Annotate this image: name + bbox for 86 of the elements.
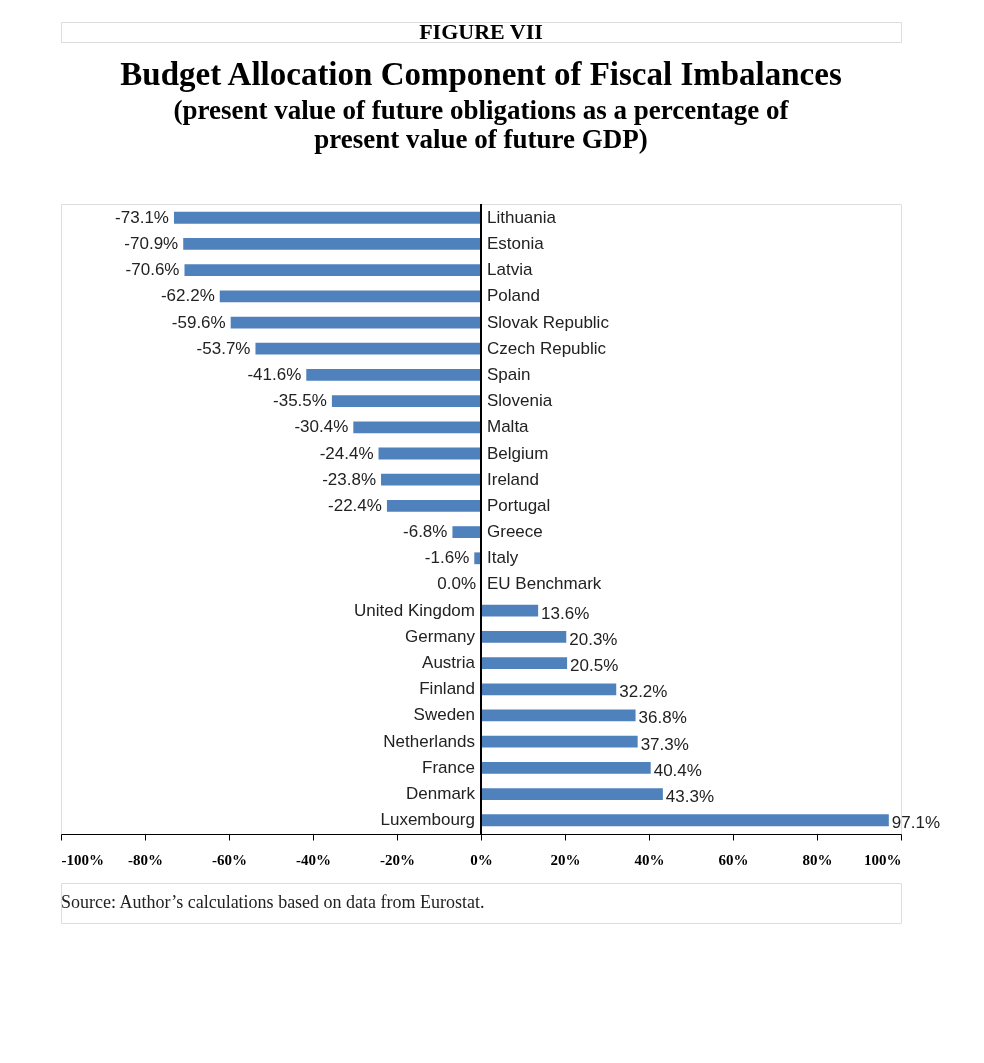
bar: [353, 421, 481, 434]
bar: [219, 290, 481, 303]
chart-subtitle: (present value of future obligations as a percentage of present value of future GDP): [173, 95, 790, 154]
bar: [173, 211, 481, 224]
y-tick-label: Denmark: [406, 784, 476, 804]
bar: [230, 316, 481, 329]
x-tick-label: 80%: [802, 851, 833, 868]
y-tick-label: Ireland: [487, 469, 539, 489]
y-tick-label: Estonia: [487, 233, 545, 253]
bar: [481, 657, 568, 669]
x-tick-label: 60%: [718, 851, 749, 868]
data-label: 36.8%: [638, 708, 687, 728]
bar: [481, 788, 663, 800]
bar: [481, 683, 617, 696]
bar: [386, 500, 481, 512]
data-label: 20.5%: [570, 656, 619, 676]
y-tick-label: Greece: [487, 522, 543, 542]
y-tick-label: Austria: [422, 653, 476, 673]
x-tick-label: -60%: [212, 851, 247, 868]
data-label: -73.1%: [115, 207, 169, 227]
y-tick-label: Germany: [405, 626, 476, 646]
bar: [184, 264, 481, 277]
data-label: -41.6%: [247, 364, 302, 384]
bar: [452, 526, 481, 538]
data-label: -6.8%: [403, 522, 448, 542]
bar: [481, 709, 636, 722]
data-label: 0.0%: [437, 574, 476, 594]
y-tick-label: United Kingdom: [354, 600, 475, 620]
x-tick-label: -20%: [380, 851, 415, 868]
bar: [378, 447, 481, 460]
data-label: -59.6%: [171, 312, 226, 332]
bar: [481, 814, 889, 827]
x-tick-label: 0%: [470, 851, 493, 868]
data-label: -35.5%: [273, 391, 327, 411]
y-tick-label: Czech Republic: [487, 338, 607, 358]
data-label: -70.6%: [125, 260, 180, 280]
bar: [255, 342, 481, 355]
data-label: -53.7%: [196, 338, 251, 358]
data-label: -22.4%: [328, 495, 382, 515]
chart-title: Budget Allocation Component of Fiscal Imbalances: [120, 56, 842, 92]
data-label: -70.9%: [124, 233, 179, 253]
bar: [481, 735, 638, 748]
y-tick-label: Luxembourg: [380, 810, 475, 830]
y-tick-label: EU Benchmark: [487, 574, 602, 594]
y-tick-label: Latvia: [487, 260, 533, 280]
bar: [381, 473, 481, 486]
x-tick-label: -80%: [128, 851, 163, 868]
text: FIGURE VII: [419, 19, 543, 44]
data-label: 40.4%: [653, 760, 702, 780]
y-tick-label: Slovenia: [487, 391, 553, 411]
bar: [481, 604, 539, 617]
data-label: -24.4%: [319, 443, 374, 463]
y-tick-label: Lithuania: [487, 207, 557, 227]
bar: [306, 369, 481, 381]
data-label: 43.3%: [665, 787, 715, 807]
bar: [183, 238, 481, 250]
x-tick-label: 100%: [864, 851, 902, 868]
data-label: -23.8%: [322, 469, 377, 489]
y-tick-label: Poland: [487, 286, 540, 306]
y-tick-label: Netherlands: [383, 731, 475, 751]
y-tick-label: Malta: [487, 417, 530, 437]
data-label: 32.2%: [619, 682, 668, 702]
x-tick-label: -100%: [61, 851, 104, 868]
bar: [481, 761, 651, 774]
x-tick-label: 20%: [550, 851, 581, 868]
x-tick-label: -40%: [296, 851, 331, 868]
y-tick-label: France: [422, 757, 475, 777]
bar: [481, 630, 567, 643]
data-label: 97.1%: [891, 813, 941, 833]
data-label: 37.3%: [640, 734, 689, 754]
bar: [331, 395, 481, 408]
y-tick-label: Portugal: [487, 495, 551, 515]
data-label: -30.4%: [294, 417, 349, 437]
bar: [474, 552, 481, 565]
y-tick-label: Spain: [487, 364, 531, 384]
data-label: -62.2%: [160, 286, 215, 306]
x-tick-label: 40%: [634, 851, 665, 868]
source-note: Source: Author’s calculations based on data from Eurostat.: [61, 892, 485, 912]
y-tick-label: Finland: [419, 679, 475, 699]
y-tick-label: Belgium: [487, 443, 549, 463]
data-label: -1.6%: [424, 548, 470, 568]
data-label: 13.6%: [541, 603, 590, 623]
data-label: 20.3%: [569, 629, 618, 649]
y-tick-label: Slovak Republic: [487, 312, 610, 332]
y-tick-label: Sweden: [413, 705, 475, 725]
y-tick-label: Italy: [487, 548, 519, 568]
